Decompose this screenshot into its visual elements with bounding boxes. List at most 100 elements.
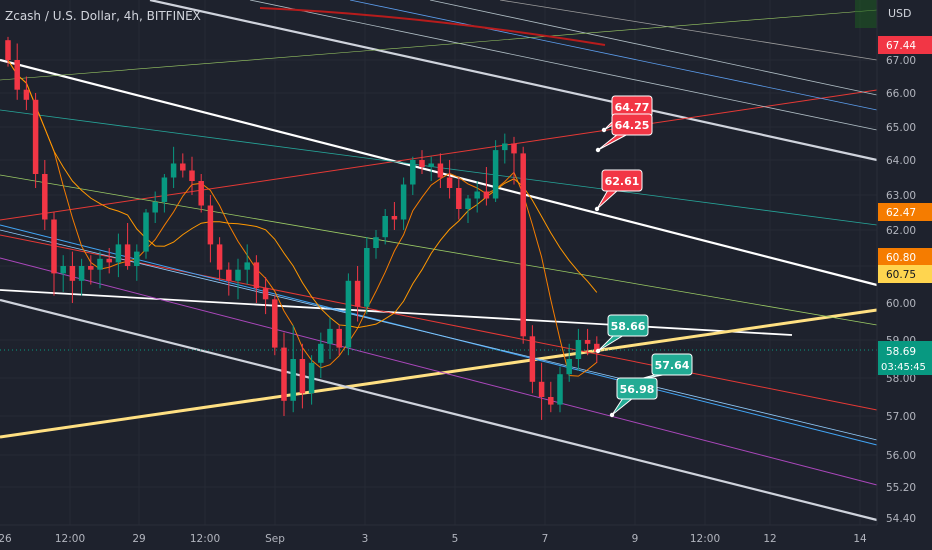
candle-body[interactable] — [143, 212, 149, 252]
candle-body[interactable] — [216, 244, 223, 270]
callout-anchor — [594, 206, 600, 212]
trend-line[interactable] — [0, 229, 878, 441]
candle-body[interactable] — [180, 163, 186, 171]
candle-body[interactable] — [594, 343, 600, 352]
candle-body[interactable] — [134, 251, 140, 266]
candle-body[interactable] — [60, 266, 66, 274]
candle-body[interactable] — [428, 163, 434, 168]
candle-body[interactable] — [566, 359, 572, 375]
candle-body[interactable] — [272, 299, 278, 348]
trend-line[interactable] — [349, 0, 878, 111]
candle-body[interactable] — [97, 258, 103, 270]
trend-line[interactable] — [0, 234, 878, 411]
candle-body[interactable] — [290, 359, 296, 401]
candle-body[interactable] — [189, 170, 195, 182]
candle-body[interactable] — [400, 184, 407, 220]
candle-body[interactable] — [419, 160, 425, 167]
time-tick: 29 — [132, 533, 145, 545]
candle-body[interactable] — [437, 163, 444, 178]
trend-line[interactable] — [249, 0, 878, 131]
candle-body[interactable] — [5, 40, 11, 60]
candle-body[interactable] — [465, 198, 471, 210]
candle-body[interactable] — [198, 181, 204, 206]
candle-body[interactable] — [299, 359, 306, 394]
candle-body[interactable] — [262, 288, 269, 300]
candle-body[interactable] — [170, 163, 177, 178]
candle-body[interactable] — [327, 328, 333, 344]
candle-body[interactable] — [529, 336, 536, 382]
trend-line[interactable] — [0, 9, 878, 81]
trend-lines[interactable] — [0, 0, 878, 522]
candle-body[interactable] — [391, 216, 398, 220]
candle-body[interactable] — [446, 177, 453, 189]
candle-body[interactable] — [336, 328, 342, 348]
trend-line[interactable] — [429, 0, 878, 96]
price-tag[interactable]: 60.80 — [878, 248, 932, 266]
candle-body[interactable] — [345, 280, 352, 348]
candle-body[interactable] — [42, 174, 48, 220]
candle-body[interactable] — [474, 191, 480, 199]
price-tag-label: 60.80 — [886, 252, 916, 264]
candle-body[interactable] — [511, 143, 517, 154]
candle-body[interactable] — [32, 99, 39, 174]
price-callout[interactable]: 58.66 — [595, 314, 649, 354]
candle-body[interactable] — [483, 191, 490, 199]
trend-line[interactable] — [149, 0, 878, 162]
trend-line[interactable] — [0, 298, 878, 522]
last-price-tag[interactable]: 58.69 03:45:45 — [878, 341, 932, 375]
candle-body[interactable] — [115, 244, 122, 263]
candle-body[interactable] — [308, 362, 315, 394]
candles[interactable] — [5, 36, 600, 420]
price-callout[interactable]: 62.61 — [594, 169, 643, 212]
candle-body[interactable] — [235, 269, 241, 281]
candle-body[interactable] — [14, 60, 20, 90]
candle-body[interactable] — [364, 248, 370, 307]
candle-body[interactable] — [502, 143, 508, 151]
trend-line[interactable] — [0, 289, 793, 336]
price-tick: 66.00 — [886, 88, 916, 100]
candle-body[interactable] — [244, 262, 250, 270]
price-tag[interactable]: 60.75 — [878, 265, 932, 283]
candle-body[interactable] — [226, 269, 232, 281]
candle-body[interactable] — [253, 262, 260, 289]
candle-body[interactable] — [520, 153, 526, 337]
price-tag[interactable]: 62.47 — [878, 203, 932, 221]
candle-body[interactable] — [557, 374, 563, 405]
time-axis[interactable]: 26 12:00 29 12:00 Sep 3 5 7 9 12:00 12 14 — [0, 533, 867, 545]
trend-line-support[interactable] — [0, 308, 878, 439]
candle-body[interactable] — [78, 266, 85, 281]
candle-body[interactable] — [69, 266, 76, 281]
candle-body[interactable] — [575, 340, 582, 359]
candle-body[interactable] — [318, 343, 324, 363]
candle-body[interactable] — [456, 188, 462, 209]
candle-body[interactable] — [410, 160, 416, 185]
candle-body[interactable] — [354, 280, 361, 307]
trend-line[interactable] — [0, 257, 878, 486]
candle-body[interactable] — [207, 205, 214, 245]
candle-body[interactable] — [373, 237, 379, 248]
candle-body[interactable] — [538, 381, 545, 397]
trend-line[interactable] — [0, 174, 878, 326]
candle-body[interactable] — [23, 89, 30, 100]
price-callout[interactable]: 64.25 — [595, 113, 653, 153]
candle-body[interactable] — [88, 266, 94, 270]
candle-body[interactable] — [161, 177, 168, 203]
candle-body[interactable] — [382, 216, 388, 238]
candle-body[interactable] — [281, 347, 287, 401]
candle-body[interactable] — [492, 150, 499, 199]
candle-body[interactable] — [548, 397, 554, 405]
candle-body[interactable] — [51, 219, 57, 274]
price-tag-label: 67.44 — [886, 40, 916, 52]
candle-body[interactable] — [584, 340, 591, 344]
candle-body[interactable] — [124, 244, 131, 266]
price-tag[interactable]: 67.44 — [878, 36, 932, 54]
trend-line[interactable] — [0, 89, 878, 221]
candle-body[interactable] — [106, 258, 112, 263]
price-callout[interactable]: 56.98 — [609, 377, 658, 418]
candle-body[interactable] — [152, 202, 158, 213]
price-axis[interactable]: 67.0066.0065.0064.0063.0062.0061.0060.00… — [878, 36, 932, 525]
trend-line[interactable] — [499, 0, 878, 61]
